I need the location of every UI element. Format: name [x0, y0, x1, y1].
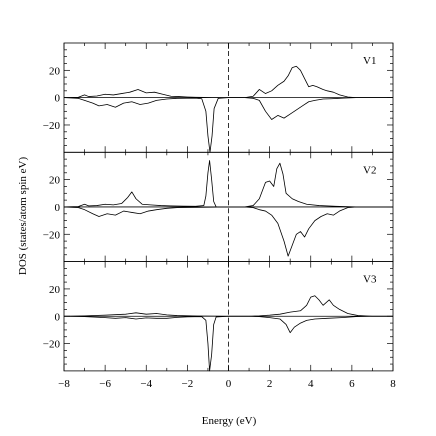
panel-v2: −20 0 20 V2: [43, 151, 394, 263]
dos-curve-v3-spin-down: [63, 315, 393, 372]
y-tick-label: 0: [55, 202, 61, 214]
dos-curve-v2-spin-up: [63, 160, 393, 208]
x-tick-label: 4: [308, 378, 314, 390]
y-axis-label: DOS (states/atom spin eV): [17, 157, 29, 276]
y-tick-label: 20: [49, 284, 61, 296]
panel-label: V3: [363, 274, 377, 286]
y-tick-label: −20: [43, 339, 61, 351]
dos-curve-v2-spin-down: [63, 206, 393, 257]
y-tick-label: 20: [49, 175, 61, 187]
dos-curve-v3-spin-up: [63, 295, 393, 317]
dos-curve-v1-spin-up: [63, 65, 393, 99]
y-tick-label: −20: [43, 120, 61, 132]
x-axis-label: Energy (eV): [202, 415, 257, 427]
panels: −20 0 20 V1 −20 0 20 V2 −20 0 20 V3: [43, 42, 394, 372]
x-tick-label: −8: [58, 378, 70, 390]
y-tick-label: 0: [55, 311, 61, 323]
x-tick-label: 8: [390, 378, 396, 390]
panel-label: V2: [363, 164, 376, 176]
dos-curve-v1-spin-down: [63, 97, 393, 153]
x-tick-labels: −8 −6 −4 −2 0 2 4 6 8: [58, 378, 396, 390]
y-tick-label: −20: [43, 229, 61, 241]
panel-label: V1: [363, 55, 376, 67]
x-tick-label: 2: [267, 378, 273, 390]
y-tick-label: 20: [49, 65, 61, 77]
y-tick-label: 0: [55, 93, 61, 105]
x-tick-label: −2: [182, 378, 194, 390]
x-tick-label: 0: [226, 378, 232, 390]
panel-v1: −20 0 20 V1: [43, 42, 394, 153]
panel-v3: −20 0 20 V3: [43, 261, 394, 372]
x-tick-label: 6: [349, 378, 355, 390]
x-tick-label: −6: [99, 378, 111, 390]
x-tick-label: −4: [140, 378, 152, 390]
